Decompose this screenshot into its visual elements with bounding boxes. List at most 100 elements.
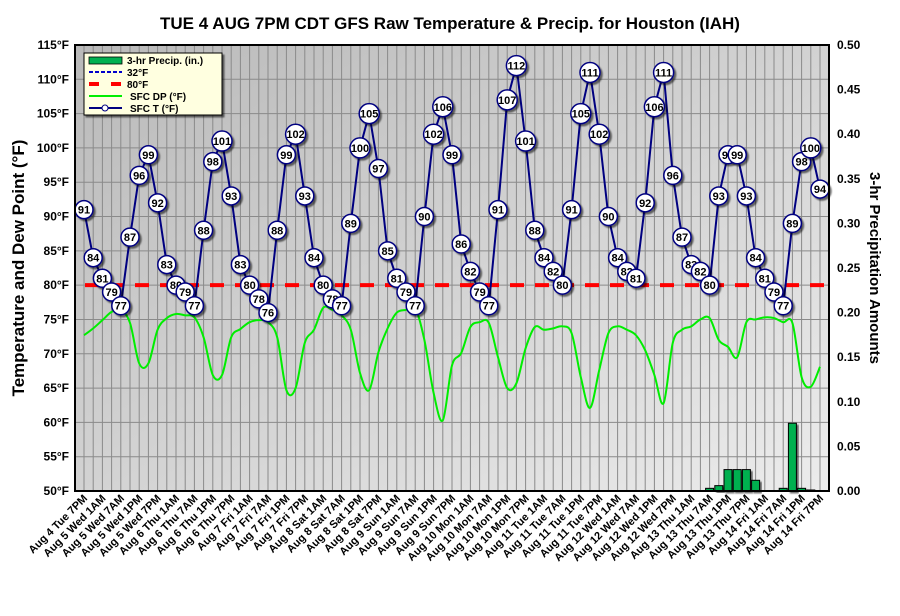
y-tick-label: 50°F — [44, 484, 69, 498]
temperature-marker — [358, 102, 380, 125]
temperature-marker — [800, 137, 822, 159]
temperature-point: 84 — [304, 247, 324, 268]
temperature-data-label: 107 — [498, 95, 516, 107]
temperature-marker — [496, 89, 518, 111]
temperature-marker — [552, 275, 573, 295]
temperature-data-label: 112 — [508, 61, 526, 73]
temperature-marker — [349, 137, 371, 159]
temperature-data-label: 94 — [814, 184, 827, 196]
temperature-point: 82 — [690, 261, 711, 282]
temperature-data-label: 91 — [78, 205, 90, 217]
temperature-marker — [534, 247, 554, 268]
temperature-data-label: 81 — [96, 273, 108, 285]
temperature-marker — [120, 227, 140, 247]
temperature-point: 101 — [514, 130, 537, 152]
temperature-point: 79 — [396, 282, 416, 302]
temperature-marker — [83, 247, 103, 268]
temperature-data-label: 79 — [179, 287, 191, 299]
temperature-marker — [626, 268, 646, 289]
temperature-marker — [764, 282, 784, 302]
temperature-data-label: 84 — [87, 253, 100, 265]
temperature-marker — [422, 123, 445, 145]
temperature-point: 93 — [221, 186, 241, 206]
temperature-point: 84 — [745, 247, 766, 268]
y-tick-label: 105°F — [37, 107, 69, 121]
temperature-marker — [570, 102, 592, 125]
temperature-point: 77 — [479, 295, 499, 316]
temperature-marker — [138, 145, 159, 165]
temperature-point: 98 — [203, 151, 223, 172]
temperature-marker — [387, 268, 407, 289]
y-axis-label: Temperature and Dew Point (°F) — [9, 140, 28, 397]
temperature-point: 84 — [83, 247, 103, 268]
temperature-data-label: 96 — [133, 170, 145, 182]
temperature-data-label: 82 — [694, 266, 706, 278]
temperature-point: 81 — [626, 268, 646, 289]
temperature-point: 105 — [358, 102, 380, 125]
precip-bar — [723, 469, 733, 492]
dew-point-series — [83, 304, 821, 423]
temperature-marker — [460, 261, 481, 282]
temperature-marker — [488, 199, 508, 220]
temperature-point: 102 — [284, 123, 307, 145]
temperature-data-label: 88 — [197, 225, 209, 237]
y-tick-label: 75°F — [44, 312, 69, 326]
temperature-data-label: 86 — [455, 239, 467, 251]
temperature-marker — [479, 295, 499, 316]
temperature-data-label: 77 — [335, 301, 347, 313]
temperature-data-label: 100 — [802, 143, 820, 155]
legend: 3-hr Precip. (in.) 32°F 80°F SFC DP (°F)… — [83, 52, 223, 116]
temperature-data-label: 80 — [317, 280, 329, 292]
temperature-marker — [514, 130, 537, 152]
temperature-point: 89 — [341, 213, 361, 234]
temperature-data-label: 80 — [703, 280, 715, 292]
temperature-data-label: 77 — [115, 301, 127, 313]
temperature-point: 88 — [193, 220, 214, 241]
temperature-point: 80 — [313, 275, 333, 295]
temperature-point: 80 — [239, 275, 260, 295]
temperature-data-label: 77 — [409, 301, 421, 313]
legend-precip-label: 3-hr Precip. (in.) — [127, 56, 203, 67]
temperature-point: 96 — [663, 165, 683, 186]
temperature-data-label: 101 — [213, 136, 231, 148]
precip-bar — [787, 422, 797, 492]
temperature-point: 99 — [276, 145, 297, 165]
temperature-point: 107 — [496, 89, 518, 111]
temperature-point: 77 — [111, 295, 131, 316]
temperature-data-label: 93 — [299, 191, 311, 203]
temperature-data-label: 80 — [243, 280, 255, 292]
y2-tick-label: 0.05 — [837, 439, 861, 453]
temperature-point: 78 — [249, 289, 269, 309]
temperature-marker — [276, 145, 297, 165]
temperature-data-label: 111 — [581, 67, 598, 79]
temperature-point: 87 — [120, 227, 140, 247]
temperature-marker — [396, 282, 416, 302]
y-tick-label: 100°F — [37, 141, 69, 155]
temperature-marker — [652, 61, 675, 84]
temperature-data-label: 93 — [225, 191, 237, 203]
temperature-data-label: 97 — [372, 164, 384, 176]
temperature-marker — [211, 130, 233, 152]
temperature-point: 93 — [709, 186, 729, 206]
temperature-point: 76 — [258, 302, 278, 323]
legend-precip-swatch — [88, 56, 123, 65]
temperature-data-label: 79 — [768, 287, 780, 299]
temperature-point: 93 — [736, 186, 757, 206]
temperature-data-label: 76 — [262, 308, 274, 320]
temperature-point: 79 — [101, 282, 122, 302]
precip-bar — [732, 469, 742, 492]
y-tick-label: 110°F — [38, 72, 70, 86]
temperature-marker — [377, 241, 398, 261]
temperature-point: 77 — [331, 295, 352, 316]
temperature-point: 77 — [773, 295, 793, 316]
temperature-data-label: 78 — [253, 294, 265, 306]
temperature-data-label: 83 — [234, 260, 246, 272]
temperature-marker — [203, 151, 223, 172]
temperature-point: 87 — [672, 227, 692, 247]
temperature-point: 84 — [534, 247, 554, 268]
temperature-marker — [221, 186, 241, 206]
temperature-marker — [773, 295, 793, 316]
temperature-marker — [543, 261, 563, 282]
temperature-data-label: 101 — [516, 136, 534, 148]
temperature-data-label: 99 — [142, 150, 154, 162]
